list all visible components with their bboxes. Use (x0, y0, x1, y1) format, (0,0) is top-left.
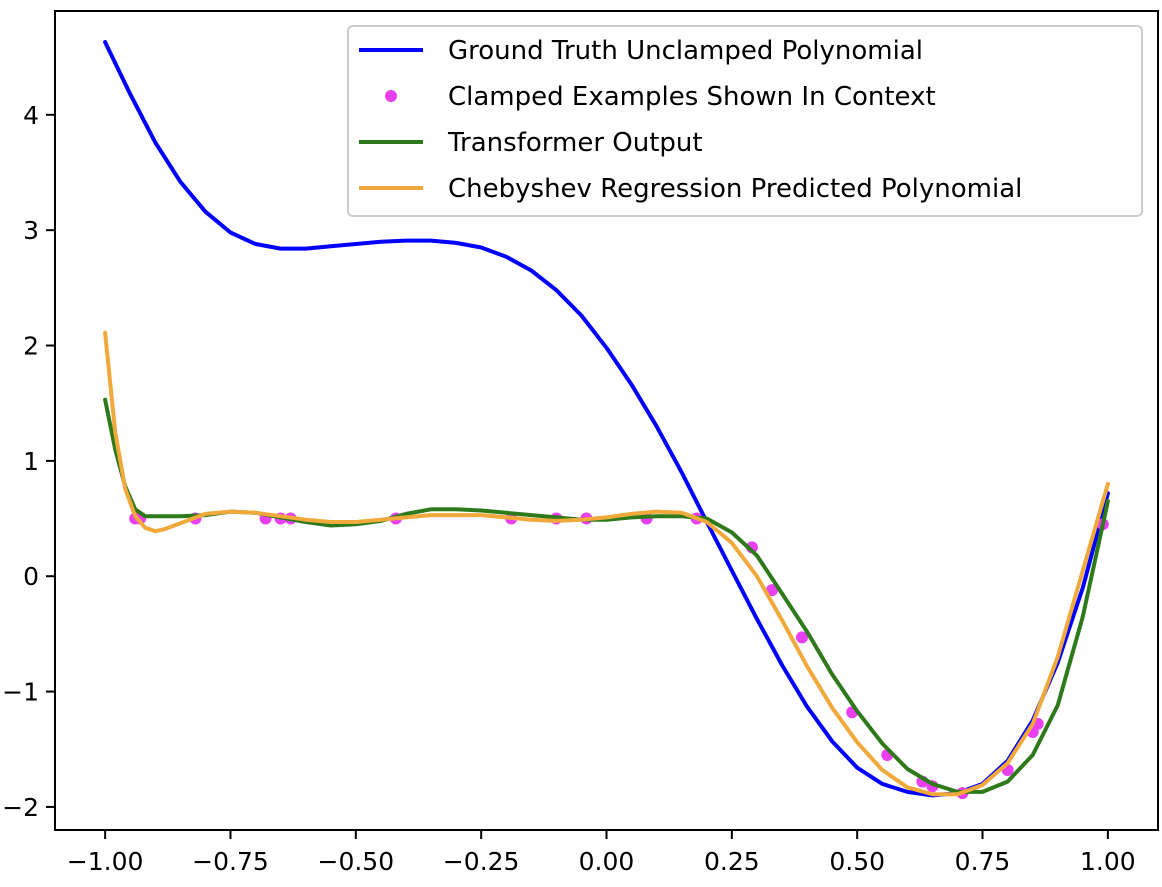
legend-label: Ground Truth Unclamped Polynomial (448, 36, 923, 66)
series-line-chebyshev-regression-predicted-polynomial (103, 330, 1110, 797)
data-point (796, 631, 808, 644)
legend-label: Chebyshev Regression Predicted Polynomia… (448, 174, 1022, 204)
x-tick-label: −0.50 (318, 847, 395, 876)
legend-label: Transformer Output (447, 128, 703, 158)
y-tick-label: 0 (23, 562, 39, 591)
x-tick-label: 0.75 (955, 847, 1011, 876)
data-point (766, 584, 778, 597)
legend-swatch-clamped-examples-shown-in-context (385, 90, 397, 102)
x-tick-label: 0.25 (704, 847, 760, 876)
series-layer (103, 40, 1110, 800)
x-tick-label: 0.50 (829, 847, 885, 876)
axis-layer: −1.00 −0.75 −0.50 −0.25 0.00 0.25 0.50 0.75 1.00… (2, 101, 1136, 876)
legend-box (347, 25, 1143, 217)
y-tick-label: 3 (23, 216, 39, 245)
y-tick-label: 4 (23, 101, 39, 130)
y-tick-label: −2 (2, 793, 39, 822)
x-tick-label: −0.25 (443, 847, 520, 876)
x-tick-label: −0.75 (192, 847, 269, 876)
x-tick-label: 1.00 (1080, 847, 1136, 876)
y-tick-label: 2 (23, 332, 39, 361)
y-tick-label: 1 (23, 447, 39, 476)
x-tick-label: −1.00 (67, 847, 144, 876)
legend: Ground Truth Unclamped Polynomial Clamped… (347, 25, 1143, 217)
x-tick-label: 0.00 (579, 847, 635, 876)
legend-label: Clamped Examples Shown In Context (448, 82, 936, 112)
y-tick-label: −1 (2, 678, 39, 707)
